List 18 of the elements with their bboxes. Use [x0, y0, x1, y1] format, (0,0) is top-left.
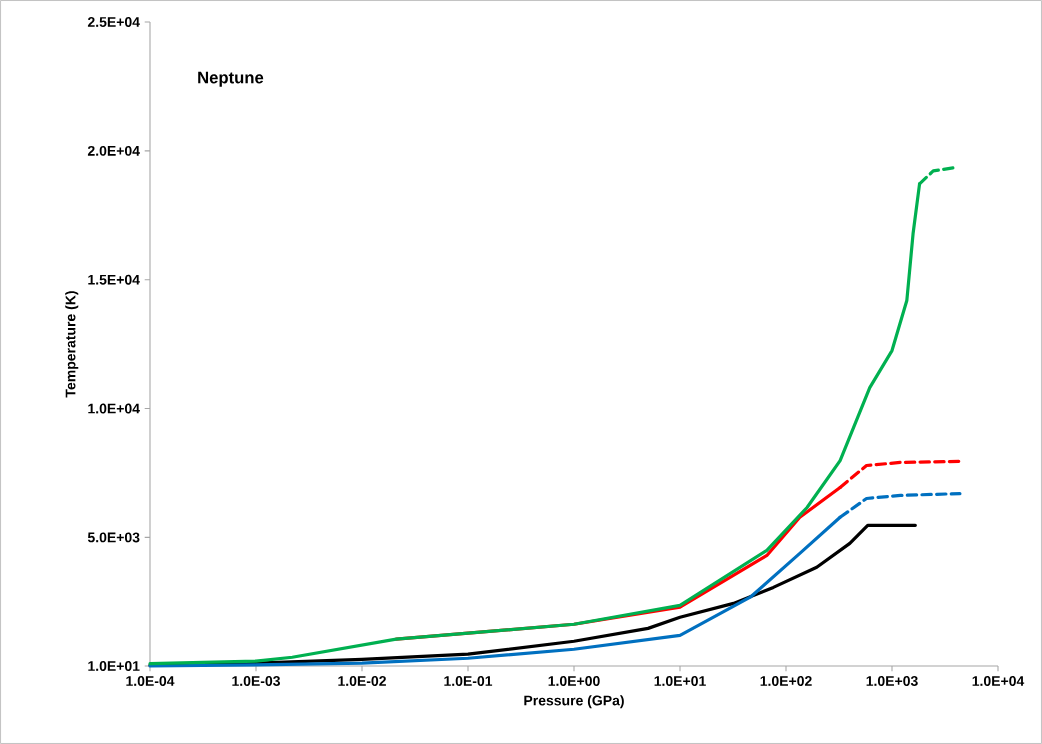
x-tick-label: 1.0E+04 [972, 676, 1025, 686]
x-tick-label: 1.0E+03 [866, 676, 918, 686]
x-tick-label: 1.0E+00 [548, 676, 600, 686]
x-axis-title: Pressure (GPa) [524, 695, 624, 709]
x-tick-label: 1.0E+02 [760, 676, 812, 686]
annotation: Neptune [198, 71, 264, 87]
y-tick-label: 2.5E+04 [87, 17, 140, 27]
x-tick-label: 1.0E-01 [444, 676, 493, 686]
y-tick-label: 2.0E+04 [87, 145, 140, 156]
y-tick-label: 1.0E+01 [88, 661, 140, 671]
y-tick-label: 1.0E+04 [88, 403, 140, 414]
x-tick-label: 1.0E-02 [338, 676, 386, 686]
x-tick-label: 1.0E-04 [126, 676, 175, 686]
y-axis-title: Temperature (K) [65, 291, 79, 398]
y-tick-label: 1.5E+04 [88, 274, 140, 285]
x-tick-label: 1.0E-03 [232, 676, 280, 686]
x-tick-label: 1.0E+01 [654, 676, 706, 686]
y-tick-label: 5.0E+03 [87, 532, 140, 543]
